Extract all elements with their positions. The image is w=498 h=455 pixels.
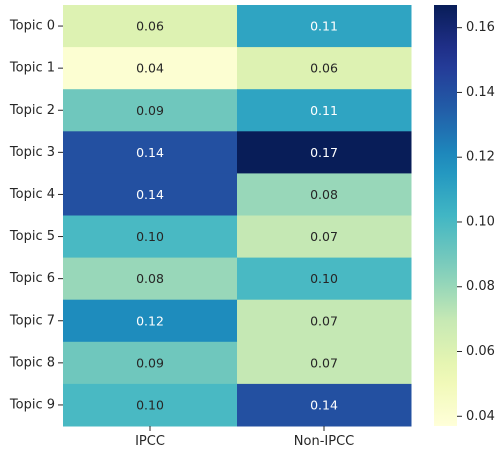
cell-value-label: 0.06 <box>310 61 338 76</box>
heatmap-cell <box>237 257 412 301</box>
cell-value-label: 0.12 <box>136 313 164 328</box>
heatmap-cell <box>63 173 238 216</box>
y-tick-label: Topic 6 <box>9 271 55 286</box>
cell-value-label: 0.11 <box>310 19 338 34</box>
colorbar-tick-label: 0.16 <box>466 20 495 35</box>
heatmap-cell <box>63 215 238 259</box>
colorbar: 0.04 0.06 0.08 0.10 0.12 0.14 0.16 <box>434 5 495 426</box>
heatmap-cell <box>63 383 238 427</box>
heatmap-cell <box>237 131 412 174</box>
cell-value-label: 0.04 <box>136 61 164 76</box>
heatmap-cell <box>237 89 412 132</box>
heatmap-cell <box>237 215 412 259</box>
cell-value-label: 0.08 <box>136 271 164 286</box>
heatmap-cell-labels: 0.06 0.11 0.04 0.06 0.09 0.11 0.14 0.17 0.14 0.08… <box>136 19 338 413</box>
y-tick-label: Topic 2 <box>9 103 55 118</box>
heatmap-cell <box>237 299 412 343</box>
cell-value-label: 0.17 <box>310 145 338 160</box>
cell-value-label: 0.10 <box>136 229 164 244</box>
y-tick-label: Topic 8 <box>9 355 55 370</box>
y-tick-label: Topic 1 <box>9 61 55 76</box>
x-tick-label: Non-IPCC <box>294 434 354 449</box>
cell-value-label: 0.09 <box>136 355 164 370</box>
heatmap-cell <box>63 47 238 90</box>
y-tick-label: Topic 3 <box>9 145 55 160</box>
cell-value-label: 0.11 <box>310 103 338 118</box>
heatmap-cell <box>63 299 238 343</box>
heatmap-cell <box>237 47 412 90</box>
cell-value-label: 0.07 <box>310 355 338 370</box>
cell-value-label: 0.10 <box>136 397 164 412</box>
cell-value-label: 0.14 <box>310 397 338 412</box>
heatmap-cells <box>63 5 412 427</box>
colorbar-tick-label: 0.14 <box>466 85 495 100</box>
heatmap-cell <box>63 131 238 174</box>
cell-value-label: 0.06 <box>136 19 164 34</box>
colorbar-gradient <box>434 5 457 426</box>
y-tick-label: Topic 4 <box>9 187 55 202</box>
y-tick-label: Topic 0 <box>9 19 55 34</box>
heatmap-cell <box>237 173 412 216</box>
heatmap-cell <box>63 89 238 132</box>
colorbar-tick-label: 0.04 <box>466 409 495 424</box>
cell-value-label: 0.14 <box>136 145 164 160</box>
heatmap-cell <box>237 383 412 427</box>
colorbar-tick-label: 0.06 <box>466 344 495 359</box>
heatmap-cell <box>63 5 238 48</box>
heatmap-cell <box>237 341 412 385</box>
cell-value-label: 0.10 <box>310 271 338 286</box>
colorbar-tick-label: 0.10 <box>466 214 495 229</box>
y-tick-label: Topic 5 <box>9 229 55 244</box>
x-tick-label: IPCC <box>135 434 165 449</box>
heatmap-cell <box>63 257 238 301</box>
y-axis: Topic 0 Topic 1 Topic 2 Topic 3 Topic 4 Topic… <box>9 19 63 412</box>
cell-value-label: 0.14 <box>136 187 164 202</box>
cell-value-label: 0.09 <box>136 103 164 118</box>
heatmap-cell <box>237 5 412 48</box>
cell-value-label: 0.07 <box>310 229 338 244</box>
y-tick-label: Topic 9 <box>9 397 55 412</box>
y-tick-label: Topic 7 <box>9 313 55 328</box>
heatmap-cell <box>63 341 238 385</box>
colorbar-tick-label: 0.12 <box>466 150 495 165</box>
colorbar-tick-label: 0.08 <box>466 279 495 294</box>
cell-value-label: 0.07 <box>310 313 338 328</box>
x-axis: IPCC Non-IPCC <box>135 426 354 449</box>
cell-value-label: 0.08 <box>310 187 338 202</box>
